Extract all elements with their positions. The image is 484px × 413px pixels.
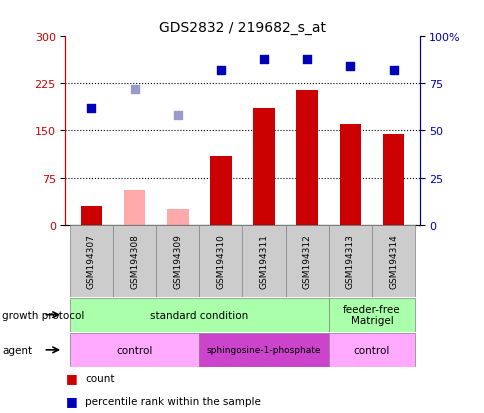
Bar: [339, 125, 361, 225]
Text: ■: ■: [65, 371, 77, 385]
Bar: [382, 134, 404, 225]
Bar: [70, 333, 199, 367]
Text: GSM194311: GSM194311: [259, 234, 268, 289]
Text: sphingosine-1-phosphate: sphingosine-1-phosphate: [206, 346, 321, 354]
Point: [346, 64, 354, 71]
Text: control: control: [116, 345, 152, 355]
Title: GDS2832 / 219682_s_at: GDS2832 / 219682_s_at: [159, 21, 325, 35]
Point: [303, 57, 311, 63]
Text: percentile rank within the sample: percentile rank within the sample: [85, 396, 260, 406]
Bar: [123, 191, 145, 225]
Bar: [285, 225, 328, 297]
Bar: [113, 225, 156, 297]
Point: [389, 68, 397, 74]
Text: GSM194308: GSM194308: [130, 234, 139, 289]
Text: ■: ■: [65, 394, 77, 407]
Text: count: count: [85, 373, 114, 383]
Text: control: control: [353, 345, 390, 355]
Text: standard condition: standard condition: [150, 310, 248, 320]
Bar: [328, 225, 371, 297]
Text: GSM194313: GSM194313: [345, 234, 354, 289]
Bar: [253, 109, 274, 225]
Point: [173, 113, 181, 119]
Text: feeder-free
Matrigel: feeder-free Matrigel: [343, 304, 400, 326]
Bar: [70, 298, 328, 332]
Bar: [296, 90, 318, 225]
Text: GSM194307: GSM194307: [87, 234, 96, 289]
Bar: [80, 206, 102, 225]
Text: GSM194309: GSM194309: [173, 234, 182, 289]
Point: [216, 68, 224, 74]
Point: [130, 86, 138, 93]
Text: growth protocol: growth protocol: [2, 310, 85, 320]
Bar: [70, 225, 113, 297]
Bar: [242, 225, 285, 297]
Text: GSM194310: GSM194310: [216, 234, 225, 289]
Bar: [166, 209, 188, 225]
Bar: [371, 225, 414, 297]
Point: [260, 57, 268, 63]
Point: [87, 105, 95, 112]
Bar: [199, 225, 242, 297]
Bar: [199, 333, 328, 367]
Bar: [328, 298, 414, 332]
Text: GSM194314: GSM194314: [388, 234, 397, 289]
Text: GSM194312: GSM194312: [302, 234, 311, 289]
Bar: [156, 225, 199, 297]
Bar: [328, 333, 414, 367]
Text: agent: agent: [2, 345, 32, 355]
Bar: [210, 156, 231, 225]
